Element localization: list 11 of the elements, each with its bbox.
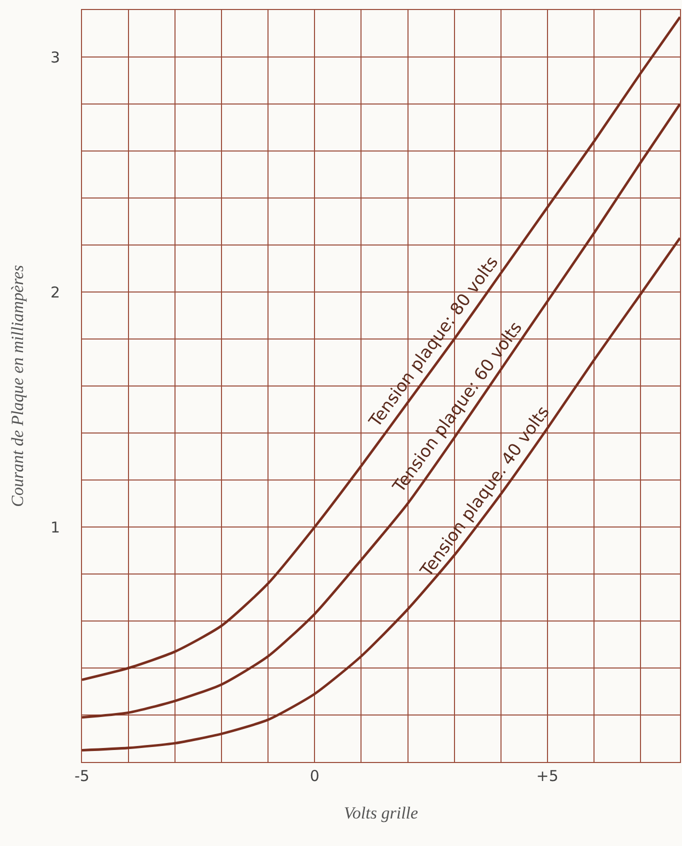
line-series xyxy=(82,236,680,752)
x-tick-label: -5 xyxy=(74,767,90,785)
y-tick-label: 2 xyxy=(50,283,60,302)
y-axis-title: Courant de Plaque en milliampères xyxy=(8,264,28,508)
line-series xyxy=(82,16,680,681)
y-tick-label: 1 xyxy=(50,518,60,536)
y-tick-label: 3 xyxy=(50,48,60,66)
x-tick-label: 0 xyxy=(310,767,320,785)
x-axis-title: Volts grille xyxy=(344,803,419,822)
line-series xyxy=(82,102,680,719)
x-tick-label: +5 xyxy=(536,767,558,785)
